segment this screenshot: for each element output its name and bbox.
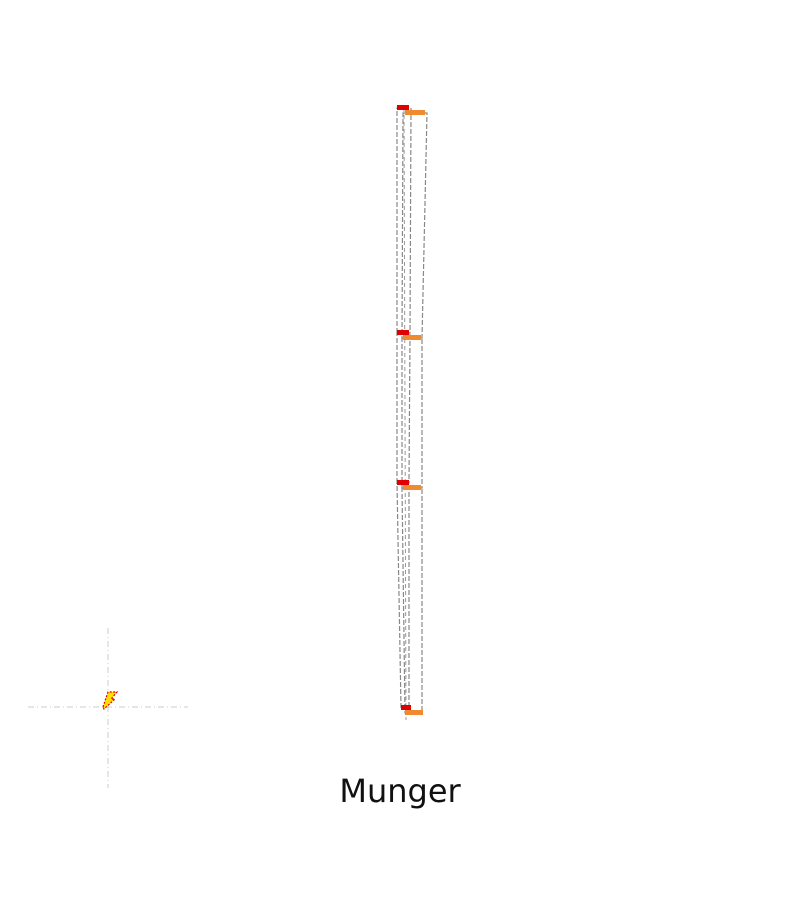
diagram-caption: Munger [339,772,461,810]
frame-secondary-upper [401,112,428,339]
origin-axis-guide [28,628,188,788]
lightning-icon [102,691,119,710]
level-marker-top [397,105,425,115]
frame-secondary-middle [401,337,423,489]
column-structure [396,105,428,721]
level-marker-lower [397,480,421,490]
level-marker-bottom [401,705,423,715]
frame-primary-middle [396,332,411,484]
level-marker-upper [397,330,421,340]
